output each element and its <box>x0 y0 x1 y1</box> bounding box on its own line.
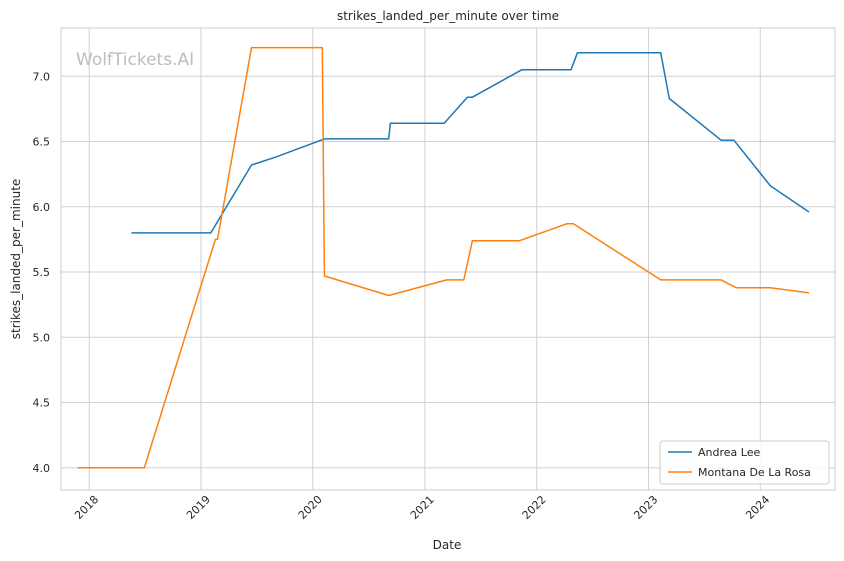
x-tick-labels: 2018 2019 2020 2021 2022 2023 2024 <box>72 493 772 522</box>
plot-frame <box>60 27 836 491</box>
x-tick-label: 2023 <box>631 493 660 522</box>
y-tick-labels: 4.0 4.5 5.0 5.5 6.0 6.5 7.0 <box>33 70 51 475</box>
y-tick-label: 6.5 <box>33 136 51 149</box>
series-lines <box>77 46 810 469</box>
chart-title: strikes_landed_per_minute over time <box>337 9 559 23</box>
x-tick-label: 2021 <box>408 493 437 522</box>
y-tick-label: 7.0 <box>33 70 51 83</box>
legend-label-montana-de-la-rosa: Montana De La Rosa <box>698 466 811 479</box>
y-tick-label: 5.0 <box>33 331 51 344</box>
watermark-text: WolfTickets.AI <box>76 50 194 70</box>
legend-label-andrea-lee: Andrea Lee <box>698 446 760 459</box>
y-tick-label: 4.0 <box>33 462 51 475</box>
grid-lines <box>61 28 835 490</box>
x-axis-label: Date <box>433 538 462 552</box>
series-line-andrea-lee <box>131 52 810 234</box>
legend-box <box>659 440 830 485</box>
x-tick-label: 2018 <box>72 493 101 522</box>
x-tick-label: 2020 <box>296 493 325 522</box>
y-axis-label: strikes_landed_per_minute <box>9 179 23 340</box>
y-tick-label: 5.5 <box>33 266 51 279</box>
y-tick-label: 6.0 <box>33 201 51 214</box>
x-tick-label: 2019 <box>184 493 213 522</box>
x-tick-label: 2024 <box>743 493 772 522</box>
x-tick-label: 2022 <box>520 493 549 522</box>
y-tick-label: 4.5 <box>33 397 51 410</box>
legend: Andrea Lee Montana De La Rosa <box>659 440 830 485</box>
series-line-montana-de-la-rosa <box>77 46 810 469</box>
